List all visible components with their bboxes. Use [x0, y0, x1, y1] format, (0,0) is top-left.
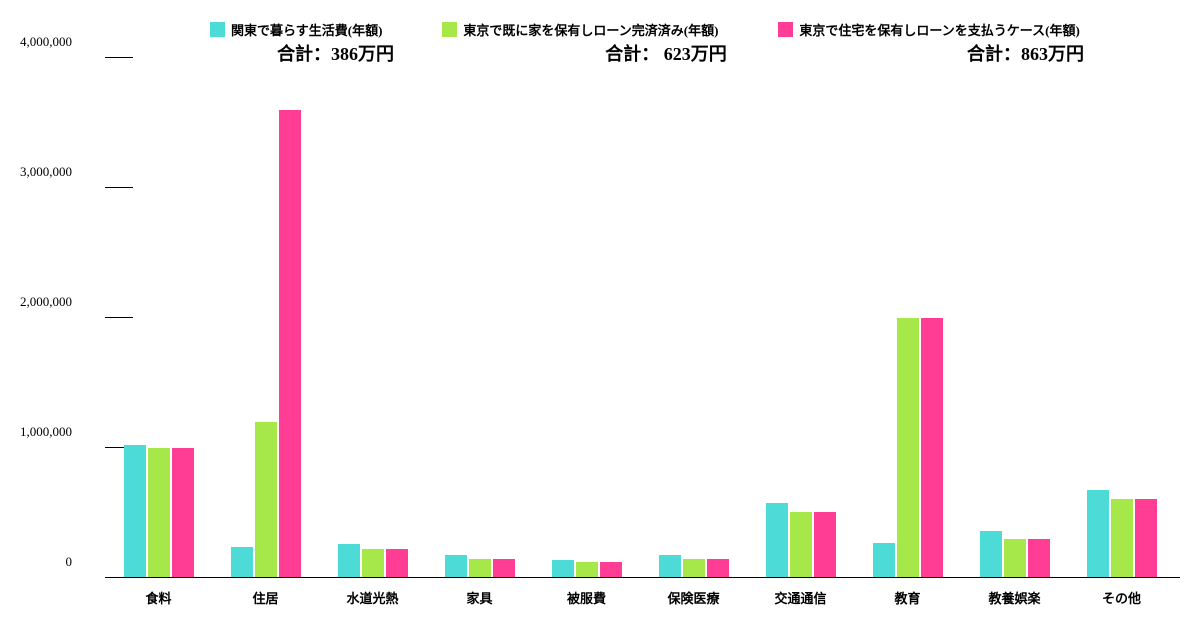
y-tick-label: 3,000,000	[20, 164, 80, 180]
bar	[362, 549, 384, 578]
category-label: 教育	[894, 588, 920, 607]
bar	[493, 559, 515, 579]
bar	[790, 512, 812, 578]
bar	[172, 448, 194, 578]
bar-group: 教育	[873, 318, 943, 578]
bar	[1111, 499, 1133, 578]
bar-group: 家具	[445, 555, 515, 578]
bar	[683, 559, 705, 579]
category-label: 保険医療	[667, 588, 719, 607]
bar	[386, 549, 408, 578]
bar	[766, 503, 788, 578]
category-label: 食料	[145, 588, 171, 607]
bar	[469, 559, 491, 579]
y-tick-label: 2,000,000	[20, 294, 80, 310]
bar	[255, 422, 277, 578]
bar	[897, 318, 919, 578]
y-axis: 01,000,0002,000,0003,000,0004,000,000	[80, 58, 105, 578]
bar-group: 食料	[124, 445, 194, 578]
bar	[231, 547, 253, 578]
legend-item: 東京で住宅を保有しローンを支払うケース(年額)	[778, 20, 1079, 39]
legend: 関東で暮らす生活費(年額) 東京で既に家を保有しローン完済済み(年額) 東京で住…	[210, 20, 1180, 39]
legend-swatch	[210, 22, 225, 37]
legend-item: 東京で既に家を保有しローン完済済み(年額)	[442, 20, 718, 39]
bar	[1028, 539, 1050, 578]
bar-group: 水道光熱	[338, 544, 408, 578]
bar	[873, 543, 895, 578]
x-axis-line	[105, 577, 1180, 578]
bar	[576, 562, 598, 578]
category-label: 水道光熱	[346, 588, 398, 607]
bar	[814, 512, 836, 578]
chart-container: 関東で暮らす生活費(年額) 東京で既に家を保有しローン完済済み(年額) 東京で住…	[80, 20, 1180, 610]
bar-group: 住居	[231, 110, 301, 578]
y-tick-label: 0	[66, 554, 81, 570]
legend-swatch	[778, 22, 793, 37]
bar-group: 被服費	[552, 560, 622, 578]
bar-group: その他	[1087, 490, 1157, 578]
category-label: 住居	[252, 588, 278, 607]
legend-item: 関東で暮らす生活費(年額)	[210, 20, 382, 39]
bar	[980, 531, 1002, 578]
legend-swatch	[442, 22, 457, 37]
bar	[445, 555, 467, 578]
bar	[707, 559, 729, 579]
bar	[1004, 539, 1026, 578]
bar-group: 教養娯楽	[980, 531, 1050, 578]
bar	[600, 562, 622, 578]
bar	[148, 448, 170, 578]
bar	[1087, 490, 1109, 578]
bar	[659, 555, 681, 578]
bar	[124, 445, 146, 578]
bar	[1135, 499, 1157, 578]
category-label: その他	[1102, 588, 1141, 607]
legend-label: 関東で暮らす生活費(年額)	[231, 20, 382, 39]
bar	[338, 544, 360, 578]
category-label: 家具	[466, 588, 492, 607]
bar	[279, 110, 301, 578]
y-tick-label: 1,000,000	[20, 424, 80, 440]
bar-group: 保険医療	[659, 555, 729, 578]
y-tick-label: 4,000,000	[20, 34, 80, 50]
plot-area: 食料住居水道光熱 家具 被服費 保険医療 交通通信教育教養娯楽その他	[105, 58, 1175, 578]
bar-group: 交通通信	[766, 503, 836, 578]
legend-label: 東京で住宅を保有しローンを支払うケース(年額)	[799, 20, 1079, 39]
legend-label: 東京で既に家を保有しローン完済済み(年額)	[463, 20, 718, 39]
bar	[921, 318, 943, 578]
category-label: 教養娯楽	[988, 588, 1040, 607]
bar	[552, 560, 574, 578]
category-label: 被服費	[567, 588, 606, 607]
category-label: 交通通信	[774, 588, 826, 607]
